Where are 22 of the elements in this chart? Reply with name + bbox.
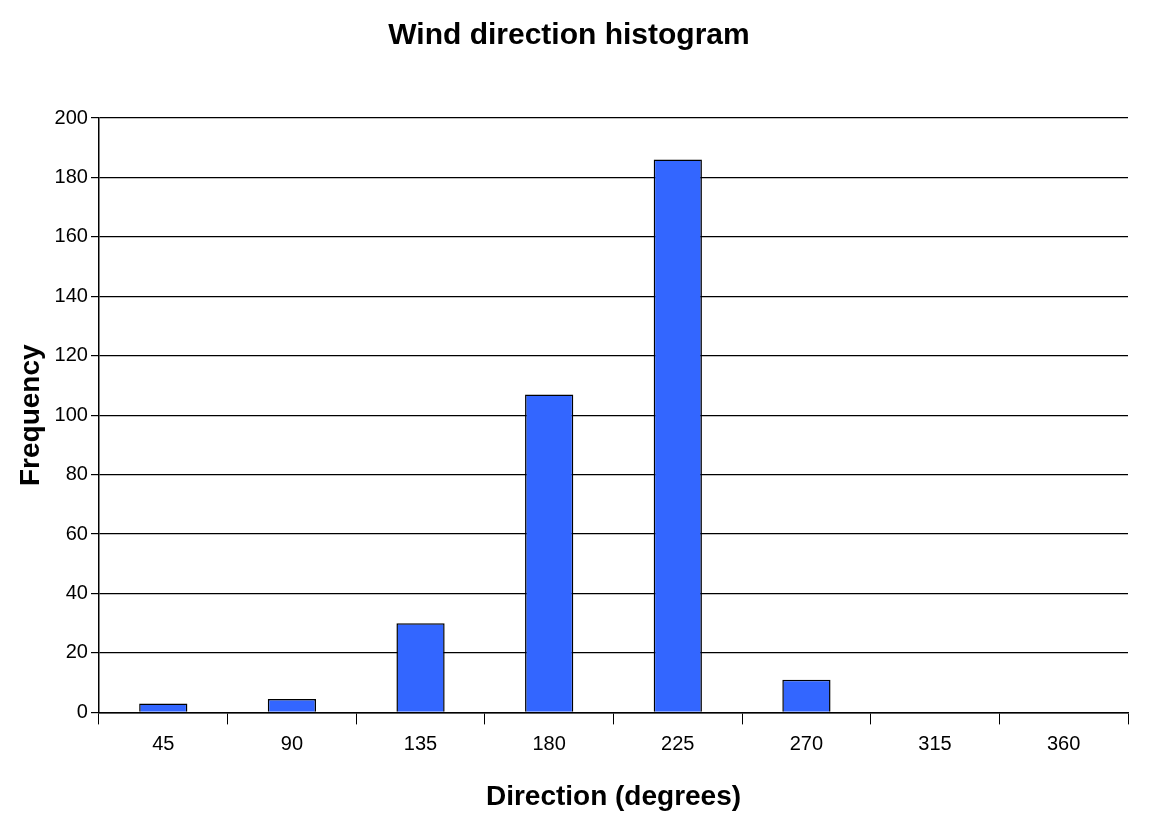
y-tick-label: 0 bbox=[76, 699, 88, 722]
x-tick-label: 270 bbox=[789, 731, 824, 754]
x-tick-label: 45 bbox=[152, 731, 175, 754]
y-tick-label: 120 bbox=[54, 343, 88, 366]
y-tick-label: 80 bbox=[65, 462, 88, 485]
x-tick-label: 90 bbox=[280, 731, 304, 754]
x-tick-label: 360 bbox=[1047, 731, 1081, 754]
y-axis-title: Frequency bbox=[13, 343, 45, 486]
chart-title: Wind direction histogram bbox=[388, 17, 750, 51]
y-tick-label: 100 bbox=[54, 402, 88, 425]
x-tick-label: 135 bbox=[403, 731, 438, 754]
y-tick-label: 200 bbox=[54, 105, 88, 128]
x-tick-label: 225 bbox=[661, 731, 695, 754]
y-tick-label: 160 bbox=[54, 224, 88, 247]
x-tick-label: 180 bbox=[532, 731, 566, 754]
y-tick-label: 180 bbox=[54, 164, 88, 187]
y-tick-label: 40 bbox=[65, 581, 88, 604]
x-axis-title: Direction (degrees) bbox=[485, 779, 742, 811]
y-tick-label: 140 bbox=[54, 283, 88, 306]
y-tick-label: 20 bbox=[65, 640, 88, 663]
y-tick-label: 60 bbox=[65, 521, 88, 544]
x-tick-label: 315 bbox=[918, 731, 952, 754]
